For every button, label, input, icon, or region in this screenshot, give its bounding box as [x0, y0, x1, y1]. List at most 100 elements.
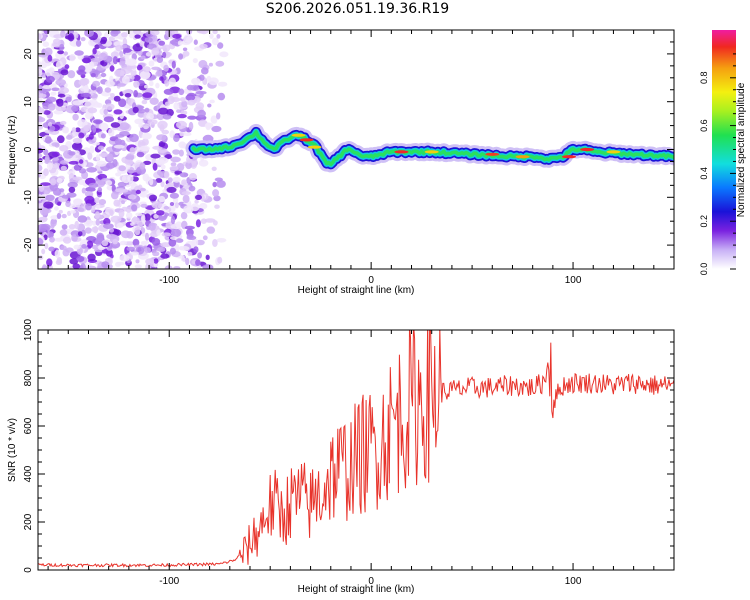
- noise-blob: [80, 37, 86, 42]
- noise-blob: [46, 96, 57, 103]
- noise-blob: [146, 113, 154, 121]
- noise-blob: [148, 60, 155, 67]
- noise-blob: [212, 30, 218, 35]
- noise-blob: [212, 181, 217, 188]
- noise-blob: [208, 62, 213, 67]
- noise-blob: [38, 160, 44, 165]
- noise-blob: [136, 151, 145, 158]
- noise-blob: [166, 186, 177, 193]
- noise-blob: [188, 121, 194, 131]
- noise-blob: [198, 30, 210, 35]
- x-tick-label: 0: [368, 275, 374, 286]
- noise-blob: [148, 222, 156, 231]
- noise-blob: [85, 203, 92, 211]
- noise-blob: [119, 50, 124, 57]
- colorbar-tick-label: 0.2: [699, 215, 709, 228]
- noise-blob: [58, 209, 63, 214]
- noise-blob: [85, 186, 96, 192]
- noise-blob: [110, 30, 119, 37]
- colorbar-gradient: [712, 30, 736, 269]
- noise-blob: [169, 202, 175, 206]
- noise-blob: [112, 56, 118, 65]
- noise-blob: [86, 240, 94, 249]
- y-tick-label: 600: [23, 417, 34, 434]
- x-tick-label: 100: [565, 275, 582, 286]
- noise-blob: [96, 86, 103, 94]
- noise-blob: [182, 47, 188, 52]
- noise-blob: [86, 265, 97, 269]
- noise-blob: [56, 177, 63, 184]
- noise-blob: [110, 215, 122, 223]
- noise-blob: [43, 201, 54, 209]
- noise-blob: [169, 130, 175, 139]
- noise-blob: [79, 127, 89, 133]
- noise-blob: [69, 258, 79, 265]
- noise-blob: [66, 134, 73, 140]
- noise-blob: [56, 98, 64, 107]
- noise-blob: [104, 103, 115, 110]
- noise-blob: [172, 33, 182, 39]
- noise-blob: [173, 102, 180, 110]
- noise-blob: [105, 162, 116, 169]
- noise-blob: [170, 162, 177, 167]
- noise-blob: [80, 86, 89, 92]
- noise-blob: [45, 69, 52, 78]
- noise-blob: [171, 30, 179, 35]
- noise-blob: [46, 231, 54, 239]
- noise-blob: [38, 61, 42, 66]
- noise-blob: [65, 200, 71, 208]
- noise-blob: [176, 120, 187, 129]
- noise-blob: [172, 176, 181, 183]
- noise-blob: [119, 122, 130, 131]
- x-tick-label: -100: [159, 275, 179, 286]
- noise-blob: [77, 231, 83, 237]
- noise-blob: [193, 246, 199, 253]
- signal-peak: [424, 150, 439, 154]
- snr-y-axis-label: SNR (10 * v/v): [7, 418, 18, 482]
- noise-blob: [61, 195, 71, 199]
- noise-blob: [119, 56, 126, 65]
- noise-blob: [142, 173, 150, 182]
- noise-blob: [119, 131, 130, 137]
- noise-blob: [133, 90, 139, 98]
- noise-blob: [72, 176, 83, 181]
- noise-blob: [75, 39, 82, 47]
- noise-blob: [134, 118, 144, 125]
- noise-blob: [110, 93, 115, 98]
- noise-blob: [126, 58, 137, 66]
- noise-blob: [38, 184, 45, 192]
- y-tick-label: 10: [23, 96, 34, 108]
- noise-blob: [93, 119, 103, 124]
- noise-blob: [84, 191, 94, 197]
- noise-blob: [212, 189, 220, 197]
- noise-blob: [92, 80, 101, 87]
- noise-blob: [75, 127, 81, 133]
- noise-blob: [95, 154, 100, 162]
- noise-blob: [149, 97, 159, 106]
- noise-blob: [151, 201, 163, 209]
- noise-blob: [78, 132, 85, 139]
- noise-blob: [38, 255, 44, 260]
- noise-blob: [191, 77, 201, 85]
- noise-blob: [195, 90, 207, 95]
- noise-blob: [118, 165, 126, 172]
- noise-blob: [181, 191, 191, 196]
- noise-blob: [126, 246, 135, 252]
- noise-blob: [139, 141, 147, 146]
- noise-blob: [105, 180, 113, 186]
- noise-blob: [43, 149, 49, 156]
- noise-blob: [44, 47, 53, 56]
- noise-blob: [87, 152, 93, 160]
- noise-blob: [81, 229, 86, 237]
- noise-blob: [59, 120, 67, 125]
- noise-blob: [62, 236, 72, 244]
- noise-blob: [147, 119, 158, 125]
- noise-blob: [150, 153, 161, 159]
- noise-blob: [195, 194, 202, 200]
- noise-blob: [43, 168, 49, 177]
- noise-blob: [212, 37, 219, 46]
- noise-blob: [182, 194, 190, 204]
- noise-blob: [200, 194, 205, 202]
- noise-blob: [199, 202, 208, 210]
- noise-blob: [113, 199, 121, 207]
